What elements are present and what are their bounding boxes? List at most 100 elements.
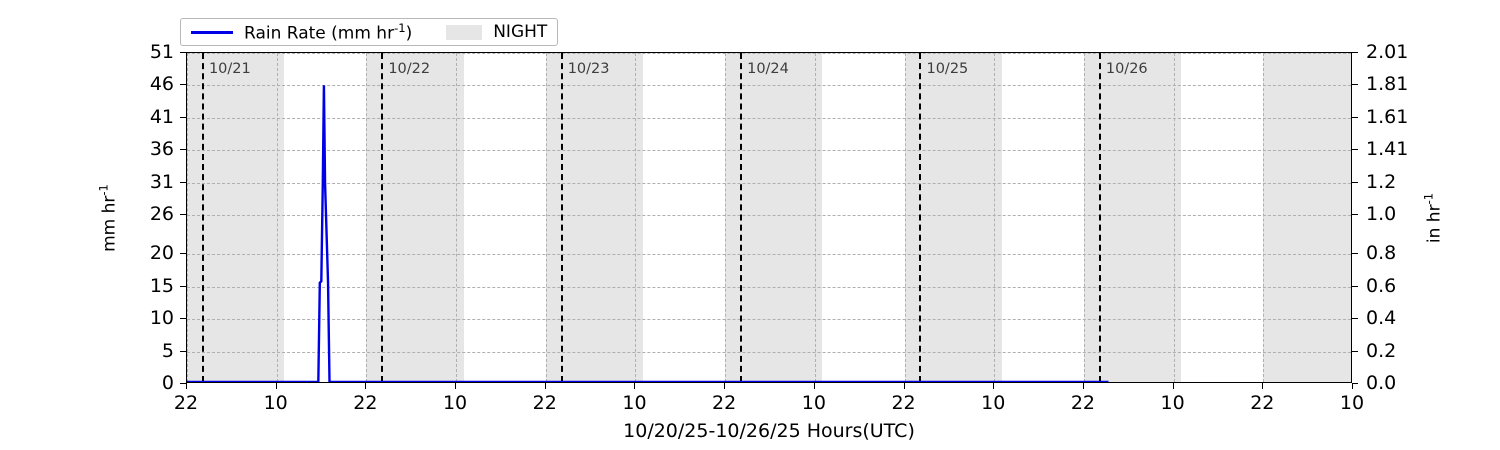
day-boundary-line	[919, 53, 922, 382]
day-boundary-line	[381, 53, 384, 382]
rain-rate-series	[187, 53, 1351, 382]
left-axis-tick	[180, 181, 186, 183]
right-axis-tick	[1352, 214, 1358, 216]
right-axis-tick-label: 0.6	[1366, 274, 1397, 297]
right-axis-tick	[1352, 149, 1358, 151]
left-axis-tick	[180, 350, 186, 352]
x-axis-tick	[275, 383, 277, 389]
x-axis-tick-label: 10	[263, 392, 288, 414]
left-axis-tick	[180, 84, 186, 86]
vertical-gridline	[1263, 53, 1265, 382]
x-axis-tick	[455, 383, 457, 389]
x-axis-tick	[544, 383, 546, 389]
day-label: 10/25	[926, 61, 969, 77]
right-axis-tick	[1352, 116, 1358, 118]
horizontal-gridline	[187, 117, 1351, 119]
right-axis-tick	[1352, 383, 1358, 384]
day-label: 10/21	[208, 61, 251, 77]
x-axis-tick	[365, 383, 367, 389]
vertical-gridline	[1083, 53, 1085, 382]
vertical-gridline	[814, 53, 816, 382]
left-axis-tick	[180, 383, 186, 384]
day-label: 10/23	[567, 61, 610, 77]
left-axis-tick	[180, 214, 186, 216]
left-axis-title: mm hr-1	[96, 184, 120, 252]
x-axis-tick	[1172, 383, 1174, 389]
x-axis-tick	[1352, 383, 1353, 389]
left-axis-tick-label: 36	[149, 138, 174, 161]
vertical-gridline	[276, 53, 278, 382]
x-axis-tick-label: 22	[1250, 392, 1275, 414]
right-axis-tick-label: 1.0	[1366, 203, 1397, 226]
left-axis-tick-label: 5	[161, 339, 174, 362]
right-axis-tick-label: 1.81	[1366, 73, 1409, 96]
horizontal-gridline	[187, 53, 1351, 54]
vertical-gridline	[635, 53, 637, 382]
left-axis-tick	[180, 116, 186, 118]
x-axis-tick	[1082, 383, 1084, 389]
x-axis-tick	[724, 383, 726, 389]
left-axis-tick-label: 15	[149, 274, 174, 297]
left-axis-tick	[180, 318, 186, 320]
horizontal-gridline	[187, 319, 1351, 321]
horizontal-gridline	[187, 85, 1351, 87]
left-axis-tick-label: 46	[149, 73, 174, 96]
right-axis-tick	[1352, 181, 1358, 183]
right-axis-tick	[1352, 318, 1358, 320]
left-axis-tick-label: 51	[149, 41, 174, 63]
vertical-gridline	[904, 53, 906, 382]
left-axis-tick	[180, 285, 186, 287]
right-axis-tick	[1352, 285, 1358, 287]
vertical-gridline	[545, 53, 547, 382]
right-axis-tick-label: 0.2	[1366, 339, 1397, 362]
day-boundary-line	[1098, 53, 1101, 382]
x-axis-tick	[634, 383, 636, 389]
right-axis-tick	[1352, 350, 1358, 352]
x-axis-title: 10/20/25-10/26/25 Hours(UTC)	[623, 420, 915, 442]
left-axis-tick-label: 31	[149, 170, 174, 193]
vertical-gridline	[725, 53, 727, 382]
left-axis-tick-label: 41	[149, 105, 174, 128]
x-axis-tick-label: 22	[532, 392, 557, 414]
day-boundary-line	[201, 53, 204, 382]
day-label: 10/22	[388, 61, 431, 77]
day-label: 10/24	[747, 61, 789, 77]
night-band	[1263, 53, 1351, 382]
x-axis-tick-label: 10	[442, 392, 468, 414]
vertical-gridline	[366, 53, 368, 382]
vertical-gridline	[456, 53, 458, 382]
chart-legend[interactable]: Rain Rate (mm hr-1) NIGHT	[180, 18, 559, 46]
x-axis-tick	[1262, 383, 1264, 389]
x-axis-tick	[813, 383, 815, 389]
x-axis-tick-label: 10	[1339, 392, 1365, 414]
x-axis-tick	[993, 383, 995, 389]
right-axis-tick-label: 0.8	[1366, 242, 1397, 265]
x-axis-tick-label: 22	[1070, 392, 1096, 414]
horizontal-gridline	[187, 286, 1351, 288]
right-axis-tick-label: 0.0	[1366, 372, 1397, 394]
legend-patch-swatch	[446, 24, 483, 40]
vertical-gridline	[994, 53, 996, 382]
horizontal-gridline	[187, 150, 1351, 152]
right-axis-tick	[1352, 253, 1358, 255]
day-boundary-line	[740, 53, 743, 382]
vertical-gridline	[1173, 53, 1175, 382]
horizontal-gridline	[187, 182, 1351, 184]
left-axis-tick-label: 26	[149, 203, 174, 226]
x-axis-tick-label: 22	[353, 392, 378, 414]
x-axis-tick-label: 22	[712, 392, 737, 414]
left-axis-tick-label: 0	[161, 372, 174, 394]
legend-item-rain-rate[interactable]: Rain Rate (mm hr-1)	[191, 21, 412, 43]
left-axis-tick	[180, 52, 186, 53]
day-label: 10/26	[1105, 61, 1148, 77]
left-axis-tick-label: 20	[149, 242, 174, 265]
legend-item-night[interactable]: NIGHT	[446, 22, 547, 42]
right-axis-tick	[1352, 84, 1358, 86]
plot-area: 10/21 10/22 10/23 10/24 10/25 10/26	[186, 52, 1352, 383]
right-axis-tick-label: 0.4	[1366, 307, 1397, 330]
legend-label-night: NIGHT	[493, 22, 548, 42]
left-axis-tick	[180, 253, 186, 255]
horizontal-gridline	[187, 351, 1351, 353]
x-axis-tick-label: 22	[173, 392, 199, 414]
